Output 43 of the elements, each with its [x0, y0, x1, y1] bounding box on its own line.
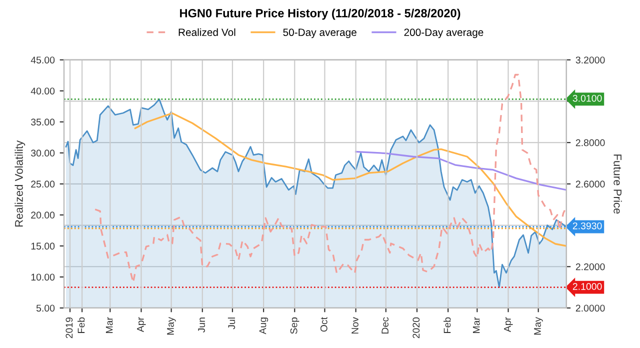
- x-tick-label: Jul: [228, 318, 236, 330]
- x-tick-label: Nov: [352, 317, 358, 334]
- y2-tick-label: 2.0000: [576, 304, 605, 312]
- y-tick-label: 30.00: [31, 150, 55, 157]
- x-tick-label: Dec: [382, 317, 389, 334]
- y-tick-label: 40.00: [30, 88, 55, 94]
- y-tick-label: 10.00: [31, 274, 55, 281]
- y-tick-label: 15.00: [31, 242, 55, 250]
- x-tick-label: 2020: [412, 317, 420, 338]
- legend-label: 50-Day average: [283, 28, 356, 38]
- x-tick-label: 2019: [66, 317, 73, 338]
- y-tick-label: 25.00: [31, 180, 55, 188]
- x-tick-label: Mar: [106, 317, 113, 333]
- line-series: [354, 150, 566, 191]
- x-tick-label: Apr: [137, 317, 146, 332]
- x-tick-label: Jun: [198, 318, 205, 333]
- x-tick-label: Feb: [444, 317, 451, 333]
- y2-tick-label: 2.6000: [576, 180, 605, 188]
- y2-tick-label: 2.2000: [576, 263, 605, 270]
- y-tick-label: 20.00: [31, 212, 55, 219]
- x-tick-label: Sep: [290, 317, 300, 334]
- chart-title: HGN0 Future Price History (11/20/2018 - 5/28/2020): [180, 8, 460, 20]
- legend-label: 200-Day average: [404, 28, 484, 38]
- x-tick-label: Feb: [78, 317, 85, 333]
- y-tick-label: 5.00: [36, 304, 55, 312]
- y2-tick-label: 3.2000: [576, 56, 605, 64]
- y2-axis-title: Future Price: [614, 154, 622, 214]
- legend-label: Realized Vol: [178, 28, 236, 36]
- y-axis-title: Realized Volatility: [14, 140, 26, 227]
- x-tick-label: May: [534, 317, 543, 335]
- ref-line-label: 2.3930: [572, 222, 602, 230]
- y-tick-label: 45.00: [30, 56, 55, 64]
- ref-line-label: 2.1000: [572, 283, 602, 290]
- x-tick-label: Apr: [504, 317, 513, 332]
- x-tick-label: Oct: [320, 317, 328, 332]
- x-tick-label: May: [167, 317, 176, 335]
- x-tick-label: Mar: [472, 317, 480, 333]
- ref-line-label: 3.0100: [572, 94, 602, 102]
- line-series: [134, 112, 566, 247]
- y2-tick-label: 2.8000: [576, 139, 605, 146]
- y-tick-label: 35.00: [31, 118, 55, 126]
- line-series: [94, 74, 566, 284]
- x-tick-label: Aug: [259, 318, 268, 334]
